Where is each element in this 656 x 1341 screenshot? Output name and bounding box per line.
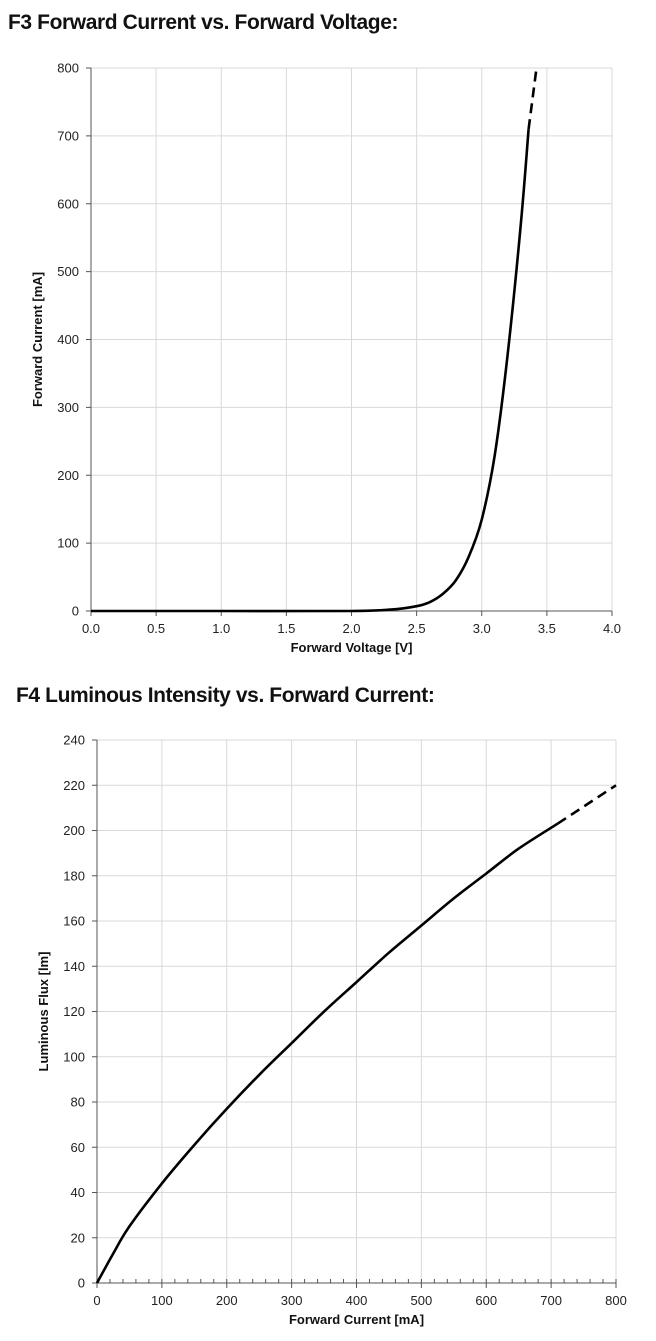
y-tick-label: 200 xyxy=(57,468,79,483)
x-tick-label: 2.0 xyxy=(342,621,360,636)
series-line xyxy=(91,128,530,613)
y-tick-label: 0 xyxy=(78,1276,85,1291)
y-tick-label: 60 xyxy=(71,1140,85,1155)
y-tick-label: 160 xyxy=(63,914,85,929)
forward-current-vs-voltage-chart: 0.0 0.5 1.0 1.5 2.0 2.5 3.0 3.5 4.0 0 100 200 300 400… xyxy=(30,61,621,656)
x-tick-label: 300 xyxy=(281,1293,303,1308)
y-tick-label: 800 xyxy=(57,61,79,76)
y-tick-label: 20 xyxy=(71,1230,85,1245)
y-tick-label: 120 xyxy=(63,1004,85,1019)
x-tick-label: 700 xyxy=(540,1293,562,1308)
x-tick-label: 0 xyxy=(93,1293,100,1308)
x-tick-label: 400 xyxy=(346,1293,368,1308)
y-tick-label: 80 xyxy=(71,1095,85,1110)
series-line-extrapolated xyxy=(556,784,617,825)
y-tick-label: 140 xyxy=(63,959,85,974)
y-tick-label: 300 xyxy=(57,400,79,415)
x-tick-label: 1.0 xyxy=(212,621,230,636)
x-tick-label: 0.0 xyxy=(82,621,100,636)
y-tick-label: 100 xyxy=(57,536,79,551)
y-tick-label: 100 xyxy=(63,1049,85,1064)
luminous-flux-vs-current-chart: 0 100 200 300 400 500 600 700 800 0 20 40 60 80 100 120… xyxy=(36,733,627,1328)
x-tick-label: 500 xyxy=(411,1293,433,1308)
x-tick-label: 1.5 xyxy=(277,621,295,636)
chart-title-f3: F3 Forward Current vs. Forward Voltage: xyxy=(8,11,399,34)
x-tick-label: 800 xyxy=(605,1293,627,1308)
x-axis-label: Forward Current [mA] xyxy=(289,1312,424,1327)
y-tick-label: 220 xyxy=(63,778,85,793)
x-tick-label: 2.5 xyxy=(408,621,426,636)
y-tick-label: 700 xyxy=(57,128,79,143)
y-tick-label: 0 xyxy=(72,604,79,619)
y-tick-label: 400 xyxy=(57,332,79,347)
y-tick-label: 180 xyxy=(63,868,85,883)
series-line xyxy=(95,822,559,1284)
y-tick-label: 200 xyxy=(63,823,85,838)
y-axis-label: Luminous Flux [lm] xyxy=(36,952,51,1072)
y-axis-label: Forward Current [mA] xyxy=(30,272,45,407)
y-tick-label: 40 xyxy=(71,1185,85,1200)
x-tick-label: 3.5 xyxy=(538,621,556,636)
x-tick-label: 0.5 xyxy=(147,621,165,636)
series-line-extrapolated xyxy=(527,67,538,130)
x-axis-label: Forward Voltage [V] xyxy=(291,640,413,655)
chart-title-f4: F4 Luminous Intensity vs. Forward Curren… xyxy=(16,684,435,707)
y-tick-label: 500 xyxy=(57,264,79,279)
x-tick-label: 4.0 xyxy=(603,621,621,636)
x-tick-label: 100 xyxy=(151,1293,173,1308)
y-tick-label: 240 xyxy=(63,733,85,748)
y-tick-label: 600 xyxy=(57,196,79,211)
x-tick-label: 3.0 xyxy=(473,621,491,636)
x-tick-label: 200 xyxy=(216,1293,238,1308)
x-tick-label: 600 xyxy=(475,1293,497,1308)
